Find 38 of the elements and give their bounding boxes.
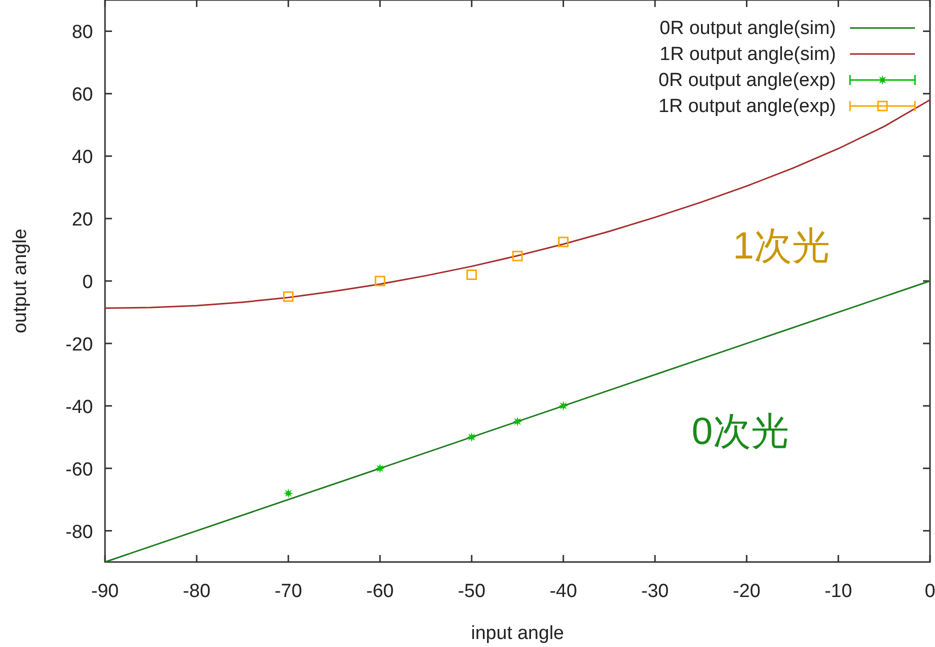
x-tick-label: 0 — [924, 581, 935, 602]
point — [558, 400, 568, 411]
point — [558, 236, 569, 248]
x-tick-label: -50 — [458, 581, 486, 602]
x-tick-label: -80 — [182, 581, 210, 602]
y-tick-label: -20 — [66, 334, 93, 356]
point — [374, 276, 386, 286]
x-tick-label: -60 — [366, 581, 394, 602]
point — [466, 270, 477, 280]
y-tick-label: 80 — [72, 22, 93, 44]
legend-label: 0R output angle(sim) — [660, 18, 836, 39]
y-tick-label: 20 — [72, 210, 93, 231]
line-series — [104, 99, 931, 309]
x-tick-label: -90 — [91, 581, 119, 602]
y-tick-label: -80 — [66, 522, 93, 543]
y-tick-label: -40 — [66, 396, 93, 418]
x-tick-label: -20 — [732, 581, 760, 602]
legend-label: 1R output angle(sim) — [660, 44, 836, 65]
x-tick-label: -40 — [550, 581, 578, 602]
point — [283, 291, 294, 302]
x-axis-title: input angle — [471, 623, 564, 644]
point — [283, 488, 294, 498]
x-tick-label: -70 — [274, 581, 302, 602]
annotation: 0次光 — [692, 410, 789, 453]
y-tick-label: -60 — [66, 459, 93, 480]
point — [512, 416, 522, 426]
y-tick-label: 40 — [72, 147, 93, 168]
legend-label: 1R output angle(exp) — [658, 96, 836, 117]
y-tick-label: 0 — [82, 272, 93, 293]
x-tick-label: -10 — [824, 581, 852, 602]
x-tick-label: -30 — [641, 581, 669, 602]
y-axis-title: output angle — [10, 228, 31, 334]
point — [375, 463, 385, 474]
annotation: 1次光 — [732, 226, 830, 268]
legend-label: 0R output angle(exp) — [658, 70, 836, 91]
y-tick-label: 60 — [72, 84, 93, 106]
point — [512, 250, 523, 262]
point — [466, 432, 477, 442]
